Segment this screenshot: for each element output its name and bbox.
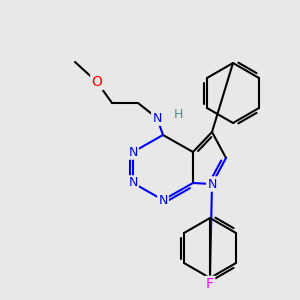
Text: N: N bbox=[207, 178, 217, 190]
Text: N: N bbox=[158, 194, 168, 206]
Text: O: O bbox=[92, 75, 102, 89]
Text: F: F bbox=[206, 277, 214, 291]
Text: N: N bbox=[152, 112, 162, 124]
Text: H: H bbox=[173, 107, 183, 121]
Text: N: N bbox=[128, 176, 138, 190]
Text: N: N bbox=[128, 146, 138, 158]
